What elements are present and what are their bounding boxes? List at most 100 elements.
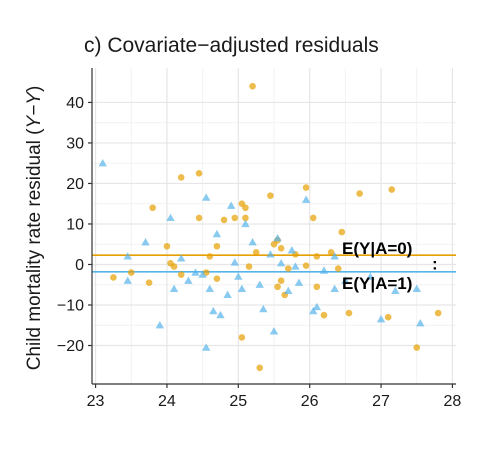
data-point-circle — [284, 265, 292, 272]
data-point-triangle — [309, 306, 318, 315]
data-point-circle — [302, 262, 310, 270]
data-point-triangle — [291, 262, 300, 270]
x-tick-label: 27 — [372, 393, 390, 410]
data-point-triangle — [155, 321, 165, 329]
x-tick-label: 25 — [229, 393, 247, 410]
data-point-triangle — [141, 238, 150, 246]
x-tick-label: 28 — [444, 393, 462, 410]
data-point-triangle — [301, 195, 311, 203]
y-axis-label-suffix: ) — [24, 86, 45, 92]
data-point-circle — [345, 309, 353, 317]
y-tick-label: 20 — [66, 176, 84, 193]
y-tick-label: −10 — [57, 298, 84, 315]
data-point-circle — [170, 263, 178, 270]
data-point-triangle — [234, 272, 243, 280]
data-point-circle — [267, 192, 274, 199]
y-axis-label: Child mortality rate residual (Y−Y) — [24, 86, 45, 371]
data-point-circle — [309, 214, 317, 222]
y-tick-label: 30 — [66, 135, 84, 152]
data-point-triangle — [230, 258, 239, 266]
data-point-circle — [313, 283, 321, 291]
data-point-circle — [434, 309, 442, 317]
x-tick-label: 24 — [158, 393, 176, 410]
y-tick-label: 0 — [75, 257, 84, 274]
data-point-circle — [213, 275, 221, 282]
data-point-triangle — [276, 259, 286, 267]
data-point-circle — [127, 269, 135, 276]
data-point-triangle — [237, 284, 247, 292]
data-point-circle — [413, 344, 421, 351]
y-tick-label: 40 — [66, 95, 84, 112]
data-point-triangle — [123, 276, 132, 284]
data-point-triangle — [330, 252, 339, 260]
data-point-triangle — [366, 272, 375, 280]
data-point-triangle — [123, 252, 132, 260]
data-point-circle — [277, 277, 285, 284]
data-point-triangle — [391, 286, 400, 294]
data-point-circle — [302, 184, 310, 191]
minor-gridlines — [92, 68, 456, 384]
data-point-triangle — [273, 233, 282, 242]
data-point-triangle — [269, 327, 279, 335]
data-point-triangle — [226, 201, 236, 209]
data-point-triangle — [212, 229, 222, 238]
data-point-triangle — [177, 254, 186, 262]
data-point-circle — [195, 170, 203, 177]
data-point-circle — [213, 242, 221, 250]
data-point-triangle — [205, 284, 214, 292]
reference-lines — [92, 254, 456, 273]
data-point-triangle — [201, 193, 211, 201]
data-point-triangle — [330, 284, 339, 292]
data-point-circle — [177, 174, 185, 181]
y-axis-label-hat: Y — [24, 91, 45, 105]
data-point-circle — [320, 311, 328, 319]
data-point-triangle — [209, 306, 218, 315]
data-point-triangle — [284, 286, 293, 294]
data-point-triangle — [416, 319, 425, 327]
data-point-circle — [249, 82, 256, 90]
data-point-circle — [195, 214, 203, 222]
data-point-triangle — [341, 276, 350, 284]
data-point-triangle — [376, 314, 386, 323]
data-point-circle — [334, 265, 342, 272]
data-point-triangle — [255, 280, 264, 288]
data-point-circle — [327, 249, 335, 256]
chart-title: c) Covariate−adjusted residuals — [84, 34, 379, 57]
data-point-triangle — [201, 343, 211, 351]
axes: 23 24 25 26 27 28 −20 −10 0 10 20 30 40 — [57, 68, 462, 410]
data-point-triangle — [166, 213, 175, 222]
data-point-triangle — [169, 284, 179, 292]
data-point-circle — [177, 271, 185, 278]
data-point-circle — [384, 313, 392, 321]
data-point-triangle — [241, 219, 250, 228]
y-axis-label-math: Y− — [24, 105, 45, 129]
y-axis-label-prefix: Child mortality rate residual ( — [24, 128, 45, 370]
data-point-triangle — [216, 310, 225, 319]
data-point-circle — [388, 186, 396, 193]
data-point-triangle — [98, 159, 107, 167]
data-point-triangle — [198, 270, 207, 278]
data-point-circle — [242, 204, 249, 212]
data-points — [98, 82, 442, 372]
data-point-triangle — [259, 304, 268, 313]
y-tick-label: −20 — [57, 338, 84, 355]
data-point-circle — [110, 274, 117, 281]
data-point-triangle — [412, 284, 421, 292]
reference-labels: E(Y|A=0) E(Y|A=1): — [342, 239, 438, 293]
data-point-triangle — [223, 290, 232, 299]
data-point-triangle — [184, 276, 193, 284]
data-point-triangle — [312, 302, 322, 311]
data-point-triangle — [266, 250, 275, 258]
data-point-triangle — [287, 246, 297, 254]
data-point-circle — [356, 190, 363, 197]
data-point-circle — [238, 334, 246, 341]
data-point-circle — [206, 253, 214, 260]
data-point-circle — [149, 204, 156, 212]
data-point-circle — [220, 216, 228, 224]
data-point-triangle — [248, 238, 257, 246]
major-gridlines — [92, 68, 456, 384]
data-point-triangle — [191, 268, 200, 276]
data-point-triangle — [319, 266, 329, 274]
